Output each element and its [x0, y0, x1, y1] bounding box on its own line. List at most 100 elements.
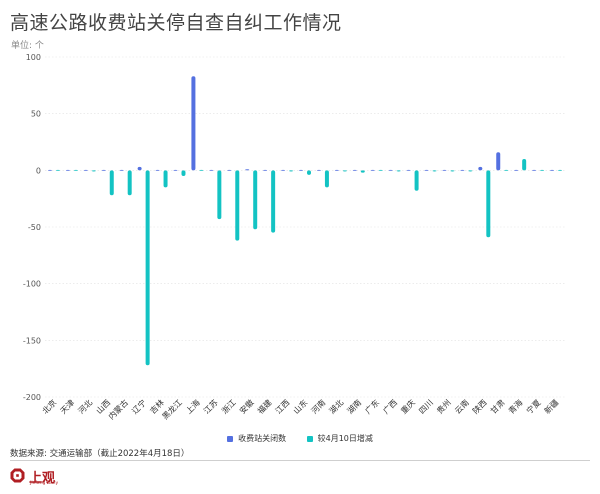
x-tick-label: 湖北 — [328, 398, 346, 416]
bar-change — [432, 170, 437, 172]
x-tick-label: 上海 — [183, 397, 201, 415]
bar-change — [468, 170, 473, 172]
bar-closed — [514, 169, 519, 171]
logo-emblem-icon — [10, 468, 25, 483]
y-tick-label: -100 — [23, 280, 41, 289]
legend: 收费站关闭数 较4月10日增减 — [0, 433, 600, 444]
bar-closed — [191, 76, 196, 171]
bar-closed — [101, 169, 106, 171]
bar-closed — [65, 169, 70, 171]
bar-closed — [352, 169, 357, 171]
bar-change — [199, 169, 204, 171]
bar-closed — [370, 169, 375, 171]
bar-closed — [334, 169, 339, 171]
bar-change — [558, 169, 563, 171]
bar-change — [360, 170, 365, 173]
bar-change — [540, 169, 545, 171]
bar-closed — [263, 169, 268, 171]
x-tick-label: 河北 — [76, 397, 94, 415]
x-tick-label: 江苏 — [201, 397, 219, 415]
x-tick-label: 河南 — [309, 397, 327, 415]
bar-change — [55, 169, 60, 171]
bar-closed — [532, 169, 537, 171]
bar-closed — [83, 169, 88, 171]
bar-chart: -200-150-100-50050100北京 天津 河北 山西内蒙古 辽宁 吉林黑龙江上… — [23, 53, 565, 421]
logo-text: 上观 — [29, 471, 56, 486]
bar-change — [127, 170, 132, 196]
x-tick-label: 浙江 — [219, 397, 237, 415]
bar-change — [342, 170, 347, 172]
bar-change — [109, 170, 114, 196]
x-tick-label: 重庆 — [399, 397, 417, 415]
x-tick-label: 内蒙古 — [106, 397, 130, 421]
x-tick-label: 贵州 — [434, 397, 452, 415]
x-tick-label: 湖南 — [345, 397, 363, 415]
x-tick-label: 广东 — [363, 397, 381, 415]
unit-label: 单位: 个 — [11, 41, 44, 51]
y-tick-label: -50 — [28, 223, 41, 232]
bar-closed — [245, 169, 250, 171]
bar-change — [504, 169, 509, 171]
bar-closed — [299, 169, 303, 171]
bar-change — [73, 169, 78, 171]
x-tick-label: 北京 — [40, 397, 58, 415]
bar-closed — [424, 169, 429, 171]
legend-label-closed: 收费站关闭数 — [238, 434, 287, 443]
chart-title: 高速公路收费站关停自查自纠工作情况 — [10, 12, 342, 34]
bar-closed — [550, 169, 555, 171]
x-tick-label: 宁夏 — [524, 397, 542, 415]
y-tick-label: 0 — [36, 166, 41, 175]
x-tick-label: 山东 — [291, 397, 309, 415]
bar-closed — [388, 169, 393, 171]
footer-divider — [10, 460, 590, 461]
y-tick-label: 100 — [26, 53, 41, 62]
bar-closed — [209, 169, 214, 171]
bar-change — [145, 170, 150, 366]
legend-swatch-closed — [227, 435, 234, 442]
x-tick-label: 陕西 — [470, 397, 488, 415]
bar-change — [91, 170, 96, 172]
bar-closed — [442, 169, 447, 171]
x-tick-label: 天津 — [58, 397, 76, 415]
y-tick-label: 50 — [31, 110, 41, 119]
bar-change — [217, 170, 222, 220]
bar-change — [181, 170, 186, 176]
bar-change — [378, 169, 383, 171]
bar-closed — [460, 169, 465, 171]
x-tick-label: 甘肃 — [488, 397, 506, 415]
bar-closed — [137, 166, 142, 171]
data-source: 数据来源: 交通运输部（截止2022年4月18日） — [10, 449, 190, 459]
bar-closed — [173, 169, 178, 171]
x-tick-label: 青海 — [506, 397, 524, 415]
x-tick-label: 四川 — [417, 398, 435, 416]
x-tick-label: 云南 — [452, 397, 470, 415]
bar-change — [522, 159, 527, 171]
x-tick-label: 新疆 — [542, 397, 560, 415]
bar-closed — [406, 169, 411, 171]
bar-change — [396, 170, 401, 172]
x-tick-label: 福建 — [255, 397, 273, 415]
legend-label-change: 较4月10日增减 — [317, 434, 373, 443]
bar-closed — [155, 169, 160, 171]
legend-item-change[interactable]: 较4月10日增减 — [306, 433, 373, 444]
bar-change — [307, 170, 311, 175]
x-tick-label: 黑龙江 — [160, 397, 184, 421]
y-tick-label: -200 — [23, 393, 41, 402]
x-tick-label: 辽宁 — [130, 397, 148, 415]
x-tick-label: 安徽 — [237, 397, 255, 415]
bar-closed — [316, 169, 321, 171]
bar-change — [486, 170, 491, 238]
bar-change — [450, 170, 455, 172]
bar-closed — [47, 169, 52, 171]
bar-change — [235, 170, 240, 241]
bar-closed — [119, 169, 124, 171]
bar-change — [289, 170, 294, 172]
x-tick-label: 广西 — [381, 397, 399, 415]
x-tick-label: 江西 — [274, 398, 292, 416]
bar-closed — [478, 166, 483, 171]
bar-change — [163, 170, 168, 188]
bar-change — [414, 170, 419, 191]
bar-change — [271, 170, 276, 233]
legend-item-closed[interactable]: 收费站关闭数 — [227, 433, 286, 444]
bar-change — [253, 170, 258, 230]
